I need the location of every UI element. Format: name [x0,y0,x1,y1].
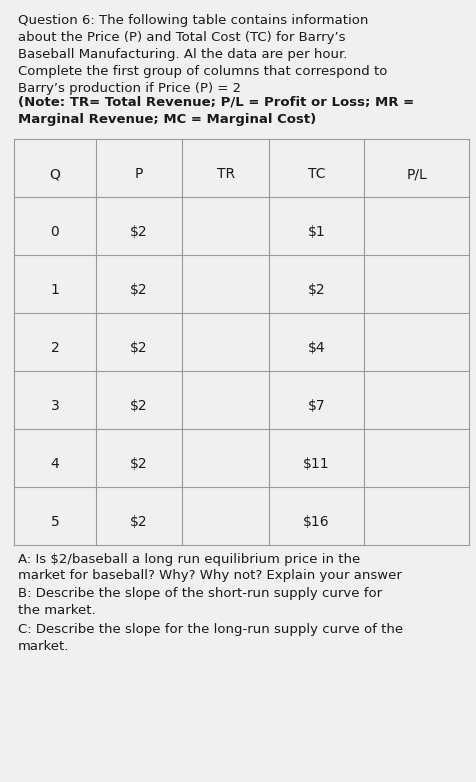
Text: A: Is $2/baseball a long run equilibrium price in the
market for baseball? Why? : A: Is $2/baseball a long run equilibrium… [18,553,401,583]
Text: $16: $16 [303,515,329,529]
Text: C: Describe the slope for the long-run supply curve of the
market.: C: Describe the slope for the long-run s… [18,622,402,652]
Text: 1: 1 [50,284,60,297]
Text: 4: 4 [50,457,59,472]
Text: $4: $4 [307,342,325,356]
Text: TR: TR [216,167,234,181]
Text: $1: $1 [307,225,325,239]
Text: P: P [135,167,143,181]
Text: B: Describe the slope of the short-run supply curve for
the market.: B: Describe the slope of the short-run s… [18,587,381,618]
Text: 0: 0 [50,225,59,239]
Text: $2: $2 [130,400,148,414]
Text: (Note: TR= Total Revenue; P/L = Profit or Loss; MR =
Marginal Revenue; MC = Marg: (Note: TR= Total Revenue; P/L = Profit o… [18,95,413,125]
Text: $7: $7 [307,400,325,414]
Text: $2: $2 [307,284,325,297]
Text: 2: 2 [50,342,59,356]
Text: Q: Q [50,167,60,181]
Text: 3: 3 [50,400,59,414]
Text: $2: $2 [130,225,148,239]
Text: Question 6: The following table contains information
about the Price (P) and Tot: Question 6: The following table contains… [18,14,387,95]
Text: TC: TC [307,167,325,181]
Text: $2: $2 [130,284,148,297]
Text: $11: $11 [303,457,329,472]
Text: $2: $2 [130,457,148,472]
Text: $2: $2 [130,515,148,529]
Text: P/L: P/L [406,167,426,181]
Text: $2: $2 [130,342,148,356]
Text: 5: 5 [50,515,59,529]
